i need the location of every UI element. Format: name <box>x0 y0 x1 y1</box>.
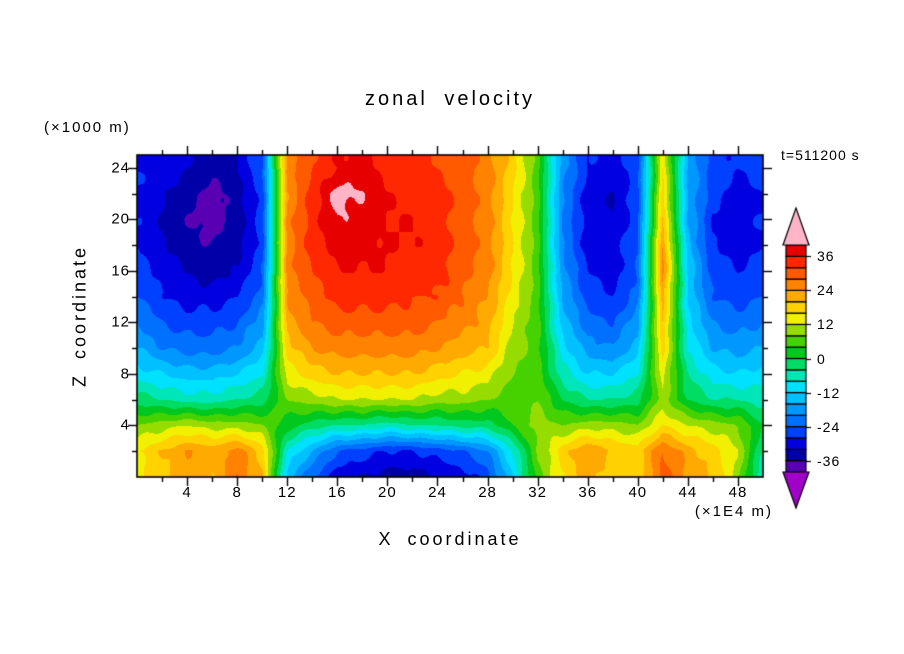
x-tick-label: 28 <box>478 484 497 501</box>
z-tick-label: 4 <box>120 416 130 434</box>
x-tick-label: 32 <box>528 484 547 501</box>
colorbar-tick-label: -12 <box>817 384 841 401</box>
z-tick-label: 20 <box>111 210 130 228</box>
x-tick-label: 12 <box>277 484 297 501</box>
colorbar-tick-label: 0 <box>817 350 826 367</box>
time-annotation: t=511200 s <box>781 147 860 163</box>
x-tick-label: 44 <box>678 484 698 501</box>
x-tick-label: 24 <box>428 484 447 501</box>
colorbar-tick-label: 12 <box>817 316 835 333</box>
x-tick-label: 20 <box>378 484 397 501</box>
z-tick-label: 12 <box>111 313 130 331</box>
x-tick-label: 8 <box>232 484 242 501</box>
x-axis-units-label: (×1E4 m) <box>694 503 773 520</box>
z-tick-label: 8 <box>120 365 130 383</box>
x-tick-label: 40 <box>628 484 648 501</box>
x-tick-label: 16 <box>327 484 347 501</box>
x-tick-label: 48 <box>728 484 748 501</box>
colorbar-tick-label: -36 <box>817 452 841 469</box>
chart-title: zonal velocity <box>364 88 536 110</box>
y-axis-units-label: (×1000 m) <box>44 119 131 136</box>
x-tick-label: 36 <box>578 484 598 501</box>
colorbar-tick-label: 24 <box>817 282 835 299</box>
y-axis-title: Z coordinate <box>69 244 90 388</box>
colorbar-tick-label: 36 <box>817 248 835 265</box>
z-tick-label: 16 <box>111 262 130 280</box>
z-tick-label: 24 <box>111 159 130 177</box>
x-tick-label: 4 <box>182 484 192 501</box>
x-axis-title: X coordinate <box>378 529 522 549</box>
colorbar-tick-label: -24 <box>817 418 841 435</box>
